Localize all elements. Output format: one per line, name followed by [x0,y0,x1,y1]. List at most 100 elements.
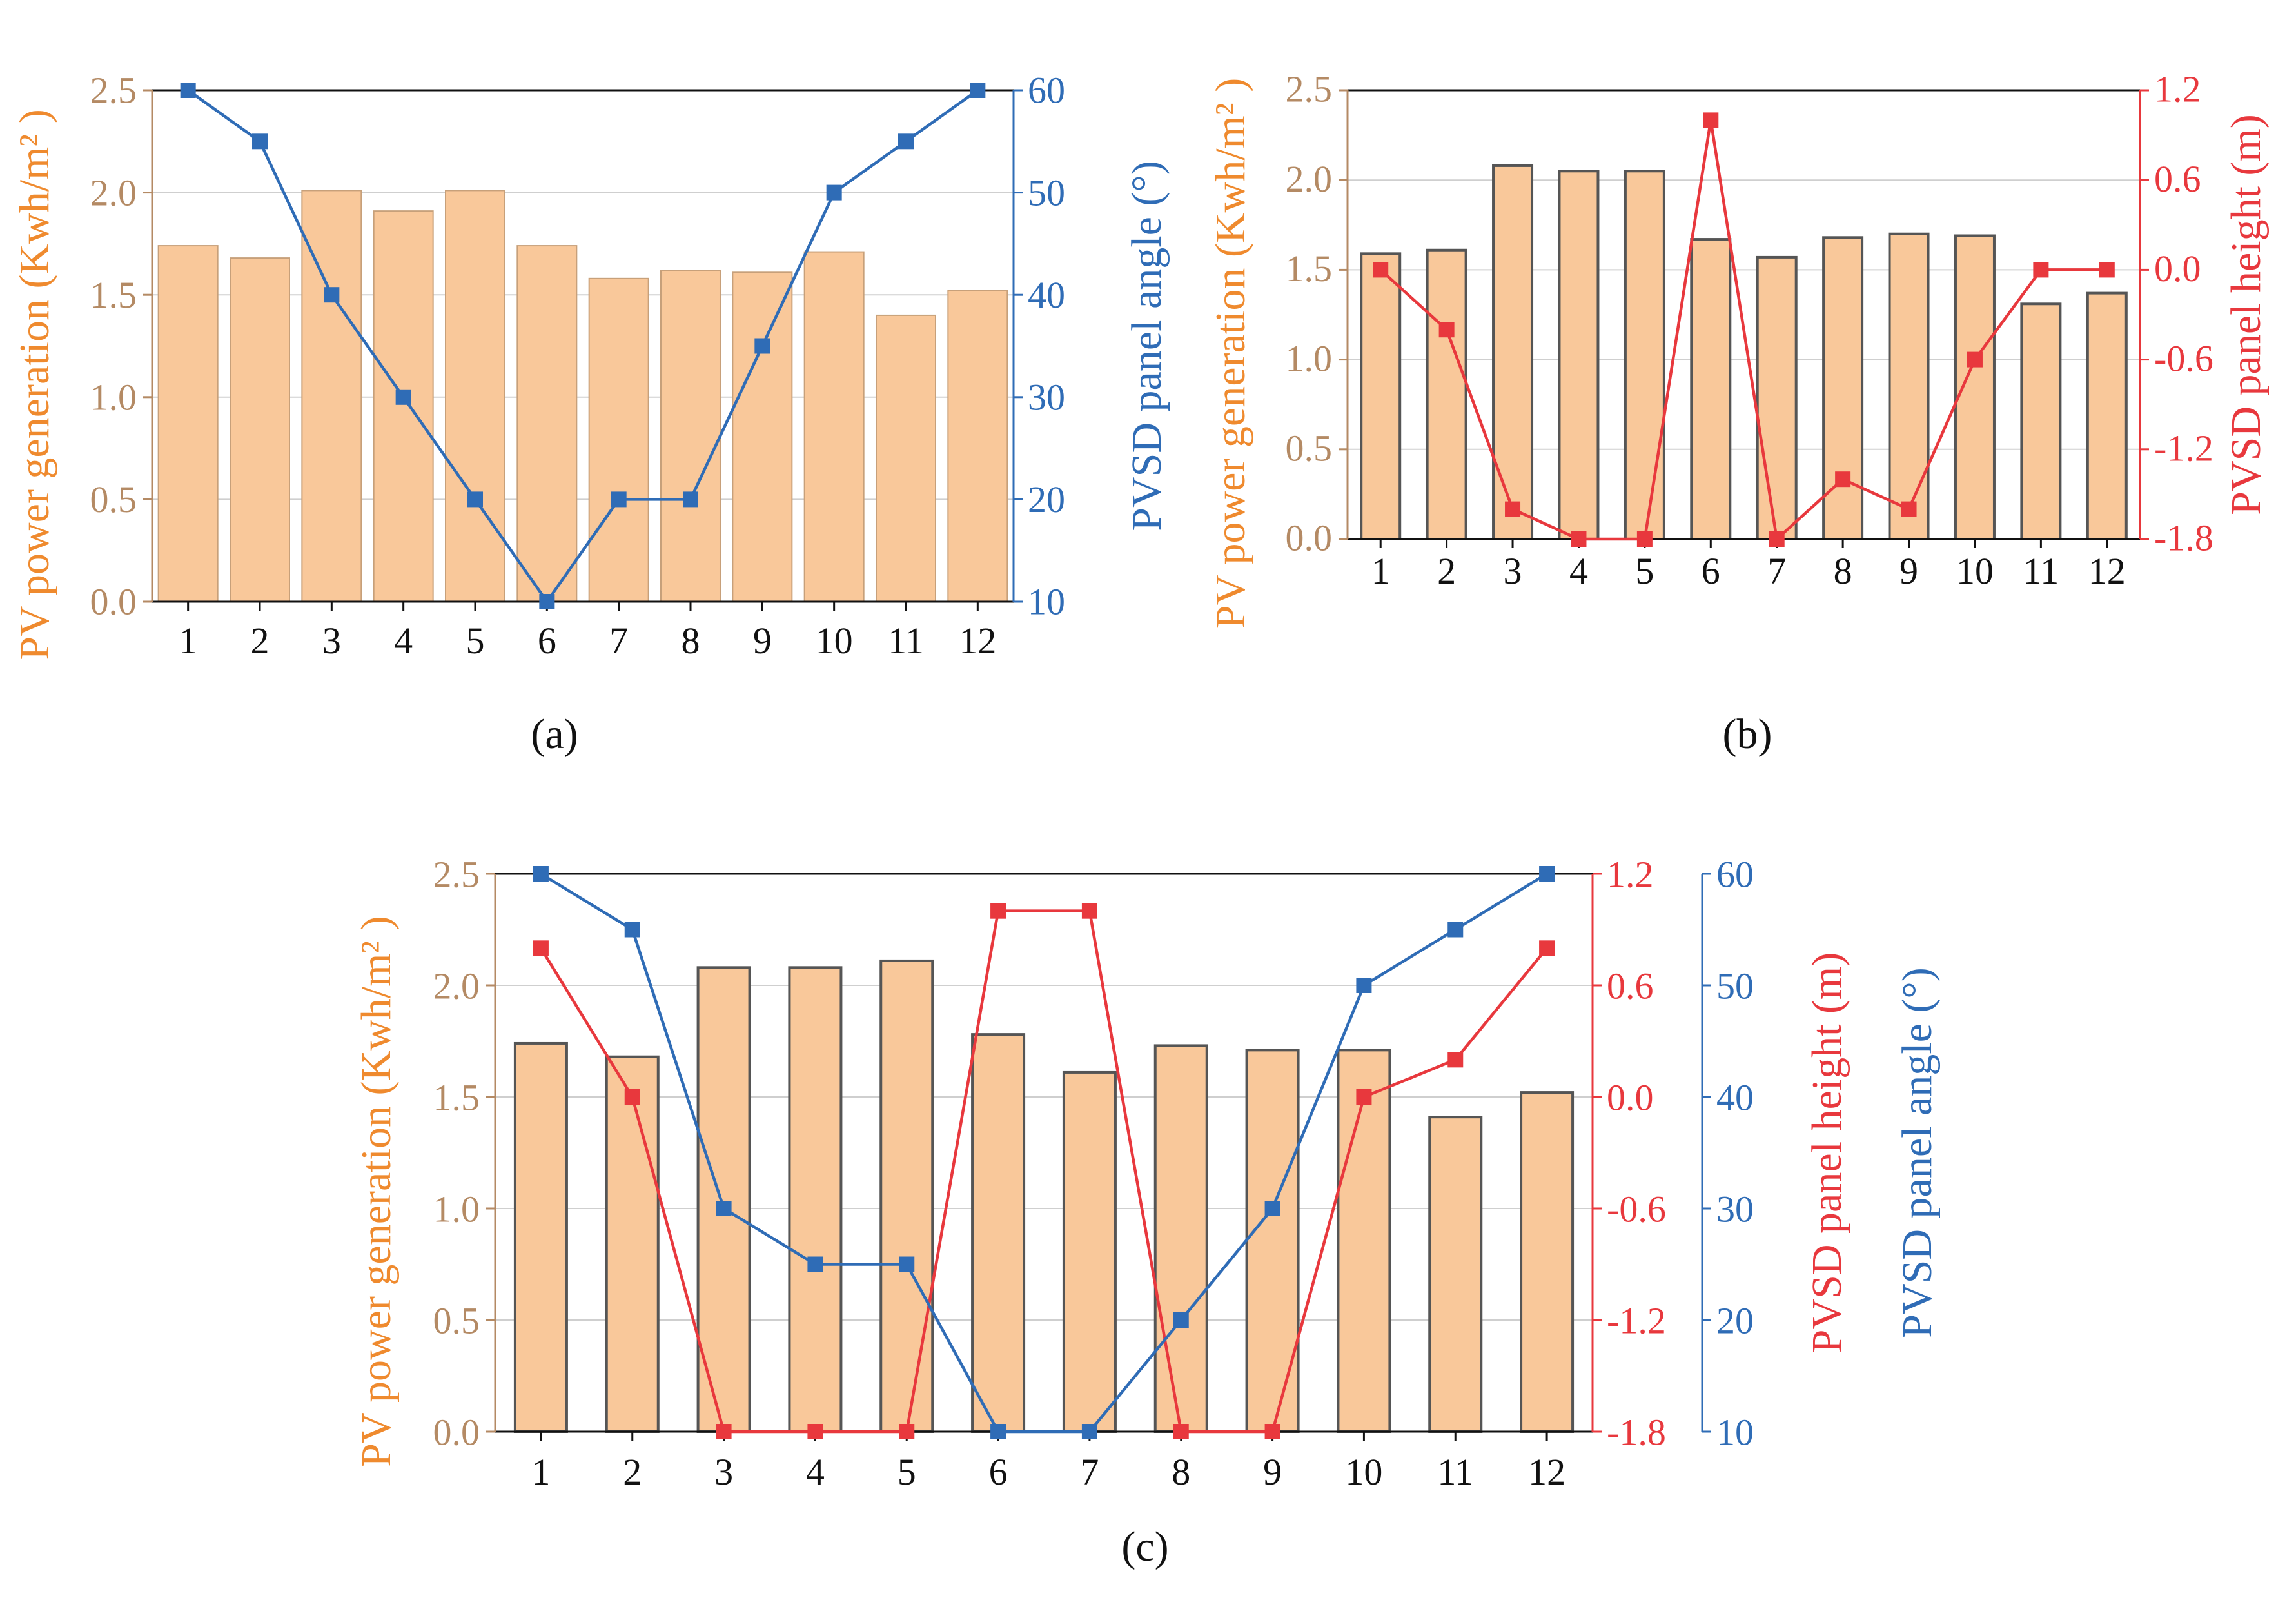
x-tick-label: 4 [1569,550,1588,592]
series-marker [533,866,549,882]
series-marker [624,922,640,938]
series-marker [899,1424,915,1439]
series-marker [807,1424,823,1439]
right-axis-title: PVSD panel height (m) [1803,952,1850,1353]
x-tick-label: 6 [989,1451,1008,1493]
left-tick-label: 0.0 [433,1411,480,1453]
series-marker [1539,866,1555,882]
left-axis-title: PV power generation (Kwh/m² ) [1207,78,1254,629]
bar-month-3 [1492,164,1534,541]
series-marker [1769,531,1785,547]
right-axis-title: PVSD panel angle (°) [1894,967,1941,1337]
series-marker [539,594,555,609]
series-marker [1447,922,1464,938]
x-tick-label: 3 [714,1451,733,1493]
left-tick-label: 1.5 [90,274,137,316]
chart-panel-2: 0.0 0.5 1.0 1.5 2.0 2.5 PV power generation (K… [1207,68,2270,758]
left-tick-label: 0.5 [90,478,137,520]
series-line-pvsd-panel-height [1379,120,2107,542]
series-marker [1835,471,1851,488]
left-tick-label: 1.5 [433,1076,480,1118]
series-marker [1703,112,1719,128]
bar-month-12 [2086,291,2128,540]
x-tick-label: 1 [531,1451,550,1493]
x-tick-label: 5 [466,620,485,662]
left-tick-label: 0.5 [433,1299,480,1341]
series-marker [898,133,914,150]
series-marker [1264,1201,1280,1216]
x-tick-label: 7 [1767,550,1786,592]
series-marker [1901,501,1917,517]
x-tick-label: 9 [753,620,772,662]
series-marker [1356,1089,1372,1105]
bar-month-4 [373,210,434,602]
series-marker [611,491,627,508]
bar-month-1 [157,245,219,602]
left-tick-label: 2.0 [1286,158,1333,200]
right-tick-label: 40 [1716,1076,1754,1118]
series-marker [990,903,1006,919]
x-tick-label: 4 [806,1451,825,1493]
left-tick-label: 2.5 [433,853,480,895]
series-marker [1081,1424,1097,1439]
series-marker [1447,1052,1464,1068]
series-marker [1505,501,1521,517]
bar-month-9 [1888,232,1930,540]
left-tick-label: 0.0 [1286,517,1333,559]
series-line-pvsd-panel-angle [540,873,1548,1434]
left-axis-title: PV power generation (Kwh/m² ) [353,916,400,1466]
bar-month-12 [947,290,1008,602]
series-marker [533,940,549,956]
series-marker [899,1256,915,1272]
right-tick-label: -1.2 [1607,1299,1666,1341]
bar-month-5 [879,959,934,1433]
right-tick-label: 40 [1028,274,1065,316]
right-tick-label: -1.2 [2154,427,2213,469]
series-marker [990,1424,1006,1439]
left-tick-label: 1.0 [433,1188,480,1230]
x-tick-label: 2 [1437,550,1456,592]
x-tick-label: 9 [1263,1451,1282,1493]
x-tick-label: 6 [1702,550,1720,592]
series-marker [324,287,340,303]
x-tick-label: 11 [888,620,924,662]
panel-label: (a) [531,711,578,758]
bar-month-1 [513,1041,568,1433]
x-tick-label: 10 [1345,1451,1382,1493]
right-tick-label: 20 [1028,478,1065,520]
series-marker [1438,322,1455,338]
right-tick-label: 20 [1716,1299,1754,1341]
left-tick-label: 0.0 [90,581,137,623]
right-tick-label: 10 [1028,581,1065,623]
x-tick-label: 1 [1371,550,1390,592]
x-tick-label: 2 [251,620,270,662]
x-tick-label: 12 [959,620,996,662]
left-tick-label: 2.0 [433,965,480,1007]
left-tick-label: 2.0 [90,172,137,213]
left-tick-label: 1.5 [1286,248,1333,290]
right-tick-label: 30 [1716,1188,1754,1230]
x-tick-label: 8 [682,620,700,662]
bar-month-11 [1428,1116,1483,1433]
x-tick-label: 3 [1504,550,1522,592]
x-tick-label: 7 [1080,1451,1099,1493]
bar-month-4 [1558,170,1600,540]
bar-month-8 [660,270,721,602]
bar-month-8 [1153,1044,1208,1434]
right-tick-label: 0.6 [2154,158,2201,200]
bar-month-3 [696,966,751,1433]
right-axis-title: PVSD panel height (m) [2222,114,2270,515]
series-marker [807,1256,823,1272]
bar-month-5 [1624,170,1665,540]
x-tick-label: 12 [2088,550,2126,592]
x-tick-label: 1 [179,620,197,662]
right-tick-label: 50 [1716,965,1754,1007]
x-tick-label: 5 [898,1451,916,1493]
bar-month-5 [445,190,505,603]
right-tick-label: 0.0 [2154,248,2201,290]
x-tick-label: 9 [1899,550,1918,592]
x-tick-label: 8 [1172,1451,1190,1493]
bar-month-2 [605,1055,660,1433]
series-marker [1636,531,1653,547]
series-marker [754,338,770,354]
